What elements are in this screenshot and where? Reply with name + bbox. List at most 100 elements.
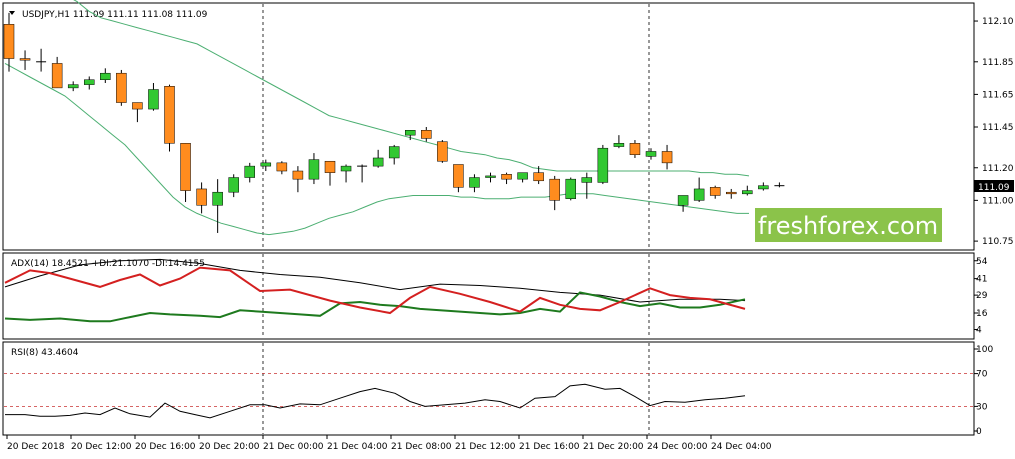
candle — [726, 188, 737, 199]
price-tick-label: 111.85 — [982, 58, 1014, 68]
candle-body — [308, 159, 320, 180]
candle-body — [709, 187, 721, 196]
candle-body — [693, 188, 705, 201]
candle-body — [260, 162, 272, 167]
price-tick-label: 111.20 — [982, 164, 1014, 174]
candle — [116, 69, 127, 106]
minus-di-line — [4, 266, 746, 315]
candle — [661, 144, 673, 170]
candle-body — [3, 24, 15, 59]
candle — [485, 172, 496, 183]
candle-body — [437, 141, 448, 162]
time-tick-label: 20 Dec 2018 — [7, 442, 65, 452]
candle — [693, 177, 705, 202]
candle-body — [19, 58, 31, 61]
candle — [677, 195, 689, 212]
candle — [260, 159, 272, 172]
candle-body — [677, 195, 689, 206]
candle-body — [517, 172, 528, 180]
candle — [774, 182, 785, 188]
candle — [597, 144, 609, 185]
price-axis: 112.10 111.85 111.65 111.45 111.20 111.00 110.… — [974, 17, 1014, 247]
candle-body — [453, 164, 464, 188]
candle — [421, 127, 432, 142]
candle — [292, 166, 304, 193]
candle — [469, 174, 480, 193]
rsi-line — [5, 383, 746, 419]
candle — [405, 130, 416, 141]
candle — [709, 185, 721, 199]
watermark-text: freshforex.com — [758, 212, 938, 240]
candle — [340, 164, 352, 183]
watermark-logo: freshforex.com — [755, 208, 942, 242]
adx-panel-frame — [2, 252, 975, 340]
candle — [629, 140, 641, 158]
candle — [228, 174, 239, 198]
price-panel-title: USDJPY,H1 111.09 111.11 111.08 111.09 — [22, 10, 208, 20]
candle — [372, 149, 384, 168]
time-tick-label: 24 Dec 04:00 — [711, 442, 772, 452]
candle-body — [421, 130, 432, 139]
bollinger-bands — [4, 0, 750, 236]
candles — [3, 12, 785, 233]
adx-tick-label: 54 — [976, 257, 988, 267]
candle-body — [100, 72, 111, 80]
rsi-panel[interactable]: RSI(8) 43.4604 100 70 30 0 — [2, 341, 993, 437]
price-panel[interactable]: USDJPY,H1 111.09 111.11 111.08 111.09 11… — [2, 0, 1014, 251]
candle-body — [742, 190, 753, 195]
price-tick-label: 110.75 — [982, 237, 1014, 247]
candle-body — [469, 177, 480, 188]
last-price-tag: 111.09 — [974, 180, 1014, 193]
time-tick-label: 21 Dec 00:00 — [263, 442, 324, 452]
time-tick-label: 20 Dec 20:00 — [199, 442, 260, 452]
candle-body — [405, 130, 416, 136]
candle-body — [228, 177, 239, 193]
candle — [19, 50, 31, 70]
candle — [453, 164, 464, 193]
candle — [244, 162, 255, 183]
candle-body — [164, 85, 175, 144]
rsi-tick-label: 100 — [976, 345, 993, 355]
time-axis: 20 Dec 2018 20 Dec 12:00 20 Dec 16:00 20 De… — [6, 435, 772, 452]
time-tick-label: 21 Dec 16:00 — [519, 442, 580, 452]
candle-body — [276, 162, 288, 172]
candle — [100, 68, 111, 83]
candle — [276, 161, 288, 175]
candle — [308, 153, 320, 185]
candle-body — [661, 151, 673, 164]
adx-panel[interactable]: ADX(14) 18.4521 +DI:21.1070 -DI:14.4155 … — [2, 252, 988, 340]
candle-body — [613, 143, 625, 147]
candle — [164, 84, 175, 152]
candle — [196, 182, 207, 214]
candle — [645, 148, 657, 160]
candle-body — [501, 174, 512, 180]
time-tick-label: 24 Dec 00:00 — [647, 442, 708, 452]
day-separators — [262, 4, 650, 249]
adx-line — [4, 258, 746, 303]
price-tick-label: 111.65 — [982, 90, 1014, 100]
candle-body — [292, 170, 304, 180]
rsi-line — [5, 383, 746, 419]
last-price-tag-bg — [974, 180, 1014, 192]
candle-body — [372, 157, 384, 167]
candle-body — [132, 102, 143, 110]
bollinger-lower-band — [4, 62, 749, 236]
rsi-tick-label: 0 — [976, 427, 982, 437]
candle — [388, 144, 400, 165]
rsi-tick-label: 30 — [976, 402, 988, 412]
adx-panel-title: ADX(14) 18.4521 +DI:21.1070 -DI:14.4155 — [11, 259, 205, 269]
candle — [501, 172, 512, 185]
candle-body — [758, 185, 769, 190]
time-tick-label: 21 Dec 04:00 — [327, 442, 388, 452]
time-tick-label: 21 Dec 08:00 — [391, 442, 452, 452]
candle — [758, 182, 769, 191]
time-tick-label: 21 Dec 20:00 — [583, 442, 644, 452]
candle-body — [485, 175, 496, 178]
candle-body — [116, 72, 127, 103]
candle — [84, 76, 95, 90]
candle — [581, 172, 593, 199]
rsi-axis: 100 70 30 0 — [974, 345, 993, 437]
adx-separators — [262, 254, 650, 338]
collapse-triangle-icon[interactable] — [9, 11, 15, 15]
